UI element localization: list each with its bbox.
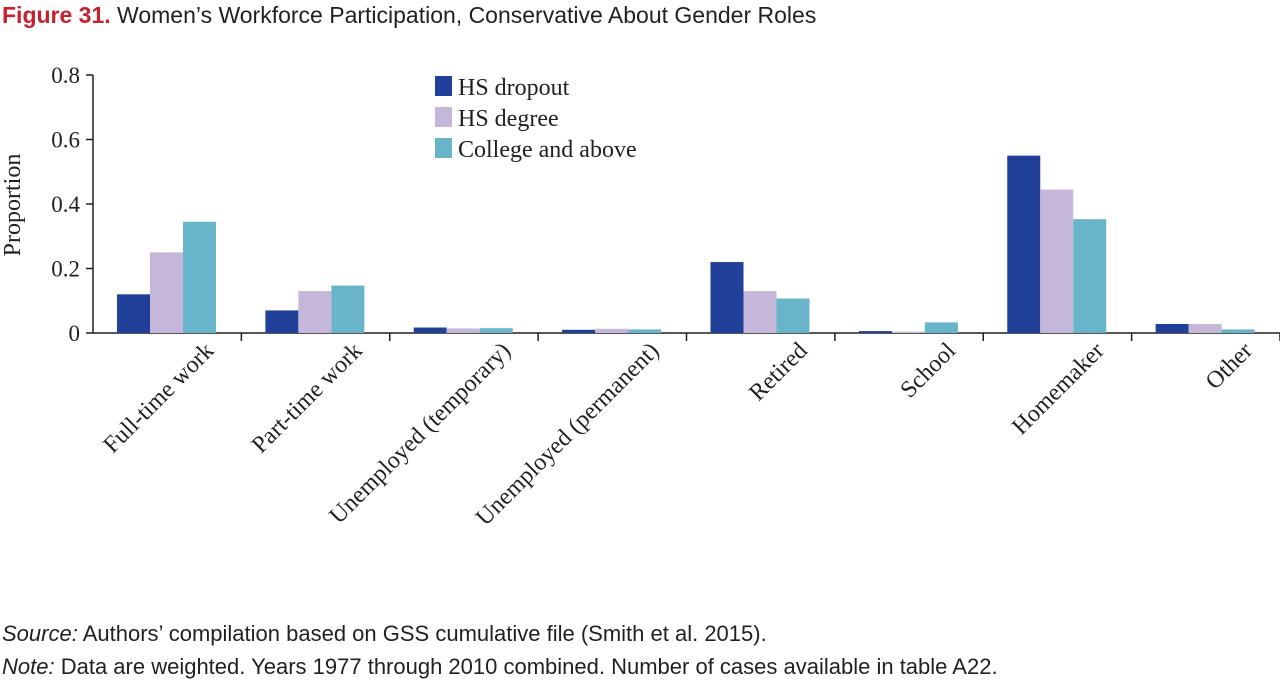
bar — [117, 294, 150, 333]
bar — [1188, 323, 1222, 333]
bar — [1155, 323, 1189, 333]
bar — [858, 331, 892, 333]
x-tick-label: Other — [1201, 338, 1258, 395]
x-tick-label: Homemaker — [1007, 338, 1109, 440]
legend-label: HS degree — [458, 106, 559, 132]
figure-title: Figure 31. Women’s Workforce Participati… — [2, 0, 816, 30]
legend-label: College and above — [458, 137, 637, 163]
data-note: Note: Data are weighted. Years 1977 thro… — [2, 653, 998, 681]
source-note: Source: Authors’ compilation based on GS… — [2, 620, 767, 648]
bar — [298, 291, 332, 333]
legend-label: HS dropout — [458, 75, 570, 101]
bar — [776, 298, 810, 333]
figure-label: Figure 31. — [2, 2, 111, 28]
x-tick-label: Retired — [744, 338, 812, 406]
bar — [150, 252, 183, 333]
bar — [1073, 219, 1107, 333]
legend-swatch — [435, 138, 452, 158]
x-tick-label: School — [896, 338, 962, 404]
bar — [562, 329, 596, 333]
bar — [924, 322, 958, 333]
note-label: Note: — [2, 654, 55, 679]
bar — [331, 285, 365, 333]
y-axis-label: Proportion — [0, 154, 26, 257]
legend: HS dropout HS degree College and above — [435, 75, 637, 163]
x-tick-label: Full-time work — [99, 338, 220, 459]
bar — [265, 310, 299, 333]
bar-chart: 0 0.2 0.4 0.6 0.8 Full-time work Part-time wo… — [0, 63, 1280, 531]
bar — [413, 327, 447, 333]
source-label: Source: — [2, 621, 78, 646]
y-tick-label: 0.8 — [51, 63, 80, 88]
bar — [743, 291, 777, 333]
y-tick-label: 0.2 — [51, 257, 80, 282]
bar — [1221, 329, 1255, 333]
bar — [1007, 155, 1041, 333]
bar — [183, 221, 216, 333]
bar — [479, 328, 513, 333]
bar — [891, 331, 925, 333]
bar — [628, 329, 662, 333]
bar — [710, 262, 744, 333]
bar — [1040, 189, 1074, 333]
note-text: Data are weighted. Years 1977 through 20… — [54, 654, 998, 679]
bars — [117, 155, 1255, 333]
figure-title-text: Women’s Workforce Participation, Conserv… — [117, 2, 817, 28]
bar — [595, 328, 629, 333]
y-tick-label: 0.4 — [51, 192, 80, 217]
source-text: Authors’ compilation based on GSS cumula… — [77, 621, 767, 646]
bar — [446, 328, 480, 333]
x-tick-label: Part-time work — [247, 338, 368, 459]
legend-swatch — [435, 76, 452, 96]
y-tick-label: 0.6 — [51, 128, 80, 153]
y-tick-label: 0 — [69, 321, 81, 346]
legend-swatch — [435, 107, 452, 127]
